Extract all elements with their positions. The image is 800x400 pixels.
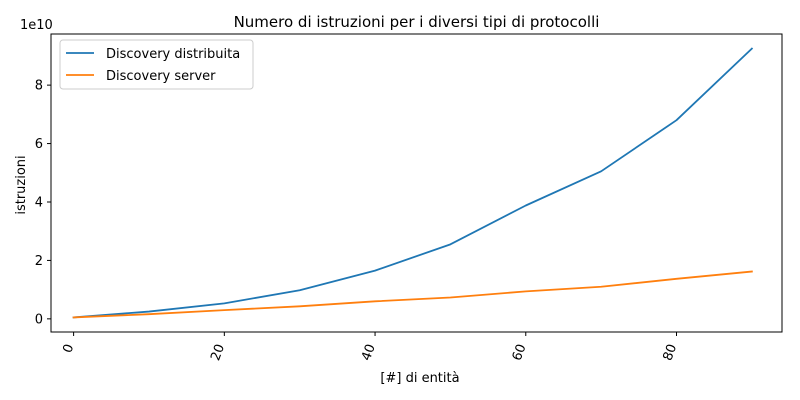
x-tick-label: 80 (660, 342, 680, 363)
x-tick-label: 20 (208, 342, 228, 363)
legend: Discovery distribuita Discovery server (59, 39, 254, 90)
x-tick-label: 60 (510, 342, 530, 363)
y-axis-label: istruzioni (14, 155, 29, 214)
y-tick-label: 4 (35, 195, 43, 210)
x-axis-label: [#] di entità (380, 371, 459, 386)
series-line-0 (72, 47, 754, 319)
legend-label-0: Discovery distribuita (106, 47, 240, 62)
series-line-1 (72, 270, 753, 319)
y-axis-multiplier: 1e10 (20, 18, 53, 33)
y-tick-label: 2 (35, 254, 43, 269)
y-tick-label: 8 (35, 79, 43, 94)
x-tick-label: 40 (359, 342, 379, 363)
x-axis-ticks: 0 20 40 60 80 (60, 332, 680, 363)
legend-box (59, 39, 254, 90)
plot-frame (50, 33, 783, 333)
y-tick-label: 0 (35, 312, 43, 327)
legend-label-1: Discovery server (106, 69, 216, 84)
plot-lines (72, 47, 754, 319)
y-tick-label: 6 (35, 137, 43, 152)
y-axis-ticks: 0 2 4 6 8 (35, 79, 51, 327)
chart-title: Numero di istruzioni per i diversi tipi … (234, 13, 600, 31)
